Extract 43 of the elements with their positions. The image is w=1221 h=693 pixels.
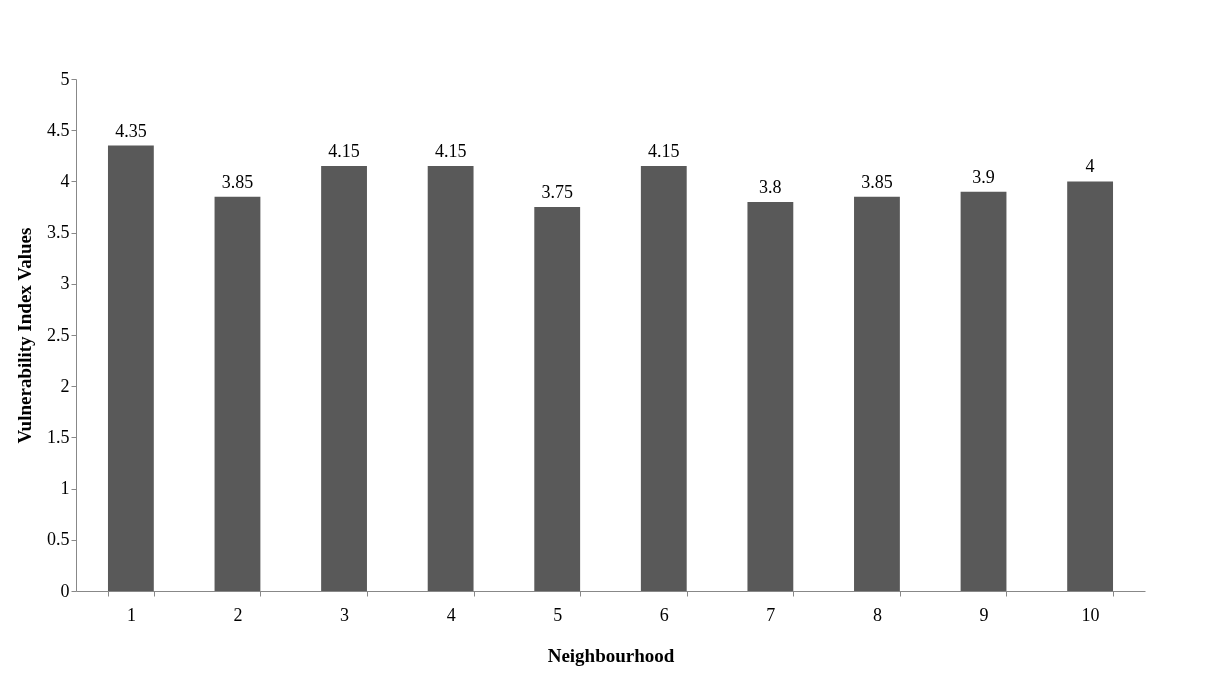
data-label: 3.8 — [759, 176, 782, 197]
data-label: 3.85 — [861, 171, 893, 192]
bar — [107, 145, 154, 591]
x-tick-label: 4 — [446, 604, 456, 625]
data-label: 4.15 — [328, 141, 360, 162]
y-tick-label: 2.5 — [47, 324, 70, 345]
data-label: 3.75 — [541, 182, 573, 202]
data-label: 4.15 — [648, 141, 680, 162]
bar — [321, 166, 367, 591]
x-tick-label: 9 — [979, 604, 989, 625]
x-tick-label: 5 — [553, 604, 563, 625]
x-tick-label: 10 — [1081, 604, 1100, 625]
y-axis-title: Vulnerability Index Values — [14, 227, 35, 444]
bar — [854, 196, 900, 591]
data-label: 4 — [1085, 156, 1095, 177]
bar — [427, 166, 474, 591]
x-tick-label: 7 — [766, 604, 776, 625]
y-tick-label: 5 — [60, 68, 70, 89]
data-label: 3.9 — [972, 166, 995, 187]
x-tick-label: 1 — [126, 604, 136, 625]
y-tick-label: 3.5 — [47, 222, 70, 243]
data-label: 3.85 — [221, 171, 254, 192]
y-tick-label: 1.5 — [47, 426, 70, 447]
bar — [1067, 181, 1114, 591]
bar — [640, 166, 687, 591]
x-tick-label: 3 — [340, 604, 350, 625]
data-label: 4.35 — [115, 120, 147, 141]
y-tick-label: 0.5 — [47, 529, 70, 550]
bar — [747, 201, 794, 591]
y-tick-label: 4 — [60, 170, 70, 191]
bar — [214, 196, 261, 591]
data-label: 4.15 — [434, 141, 467, 162]
y-tick-label: 3 — [60, 273, 70, 294]
y-tick-label: 0 — [60, 580, 70, 601]
x-tick-label: 6 — [659, 604, 669, 625]
y-tick-label: 2 — [60, 375, 70, 396]
bar — [960, 191, 1007, 591]
bar — [534, 207, 581, 591]
x-axis-title: Neighbourhood — [547, 644, 675, 666]
x-tick-label: 8 — [872, 604, 882, 625]
y-tick-label: 4.5 — [47, 119, 70, 140]
x-tick-label: 2 — [233, 604, 243, 625]
y-tick-label: 1 — [60, 478, 70, 499]
